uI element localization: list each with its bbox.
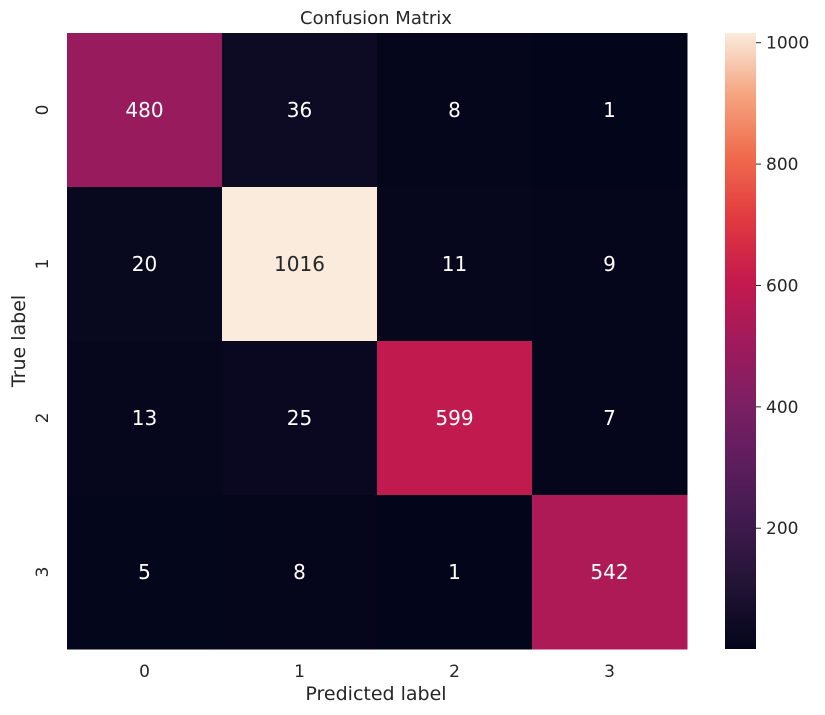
cell-value-label: 1: [603, 98, 616, 122]
cell-value-label: 25: [287, 406, 312, 430]
heatmap-cell: [532, 495, 688, 650]
x-tick-labels: 0 1 2 3: [139, 662, 615, 682]
x-tick-label: 1: [294, 662, 305, 682]
heatmap-cell-labels: 480 36 8 1 20 1016 11 9 13 25 599 7 5 8 1 542: [125, 98, 628, 584]
heatmap-cell: [67, 341, 223, 496]
heatmap-cell: [222, 187, 378, 342]
heatmap-cell: [377, 33, 533, 188]
heatmap-cell: [377, 341, 533, 496]
cell-value-label: 11: [442, 252, 467, 276]
cell-value-label: 13: [132, 406, 157, 430]
cell-value-label: 1: [448, 560, 461, 584]
colorbar-tick-label: 800: [766, 155, 798, 175]
heatmap-cell: [532, 341, 688, 496]
x-tick-label: 0: [139, 662, 150, 682]
heatmap-cell: [532, 187, 688, 342]
y-tick-label: 2: [33, 413, 53, 424]
heatmap-cell: [377, 187, 533, 342]
cell-value-label: 599: [435, 406, 473, 430]
cell-value-label: 8: [448, 98, 461, 122]
heatmap-cell: [67, 187, 223, 342]
heatmap-cell: [222, 33, 378, 188]
colorbar: [725, 33, 756, 649]
y-tick-label: 0: [33, 105, 53, 116]
heatmap-cell: [377, 495, 533, 650]
y-tick-labels: 0 1 2 3: [33, 105, 53, 578]
y-axis-label: True label: [8, 295, 30, 388]
x-tick-label: 2: [449, 662, 460, 682]
heatmap-cell: [222, 495, 378, 650]
heatmap-cell: [67, 495, 223, 650]
heatmap-cell: [532, 33, 688, 188]
cell-value-label: 20: [132, 252, 157, 276]
cell-value-label: 5: [138, 560, 151, 584]
heatmap-cells: [67, 33, 688, 650]
chart-title: Confusion Matrix: [300, 8, 452, 29]
colorbar-tick-label: 600: [766, 276, 798, 296]
cell-value-label: 480: [125, 98, 163, 122]
colorbar-tick-label: 400: [766, 398, 798, 418]
cell-value-label: 8: [293, 560, 306, 584]
colorbar-ticks: 200 400 600 800 1000: [756, 34, 809, 539]
heatmap-cell: [67, 33, 223, 188]
cell-value-label: 7: [603, 406, 616, 430]
x-tick-label: 3: [604, 662, 615, 682]
cell-value-label: 542: [590, 560, 628, 584]
cell-value-label: 1016: [274, 252, 325, 276]
heatmap-cell: [222, 341, 378, 496]
y-tick-label: 1: [33, 259, 53, 270]
cell-value-label: 9: [603, 252, 616, 276]
cell-value-label: 36: [287, 98, 312, 122]
colorbar-tick-label: 200: [766, 519, 798, 539]
y-tick-label: 3: [33, 567, 53, 578]
x-axis-label: Predicted label: [305, 683, 446, 705]
colorbar-tick-label: 1000: [766, 34, 809, 54]
